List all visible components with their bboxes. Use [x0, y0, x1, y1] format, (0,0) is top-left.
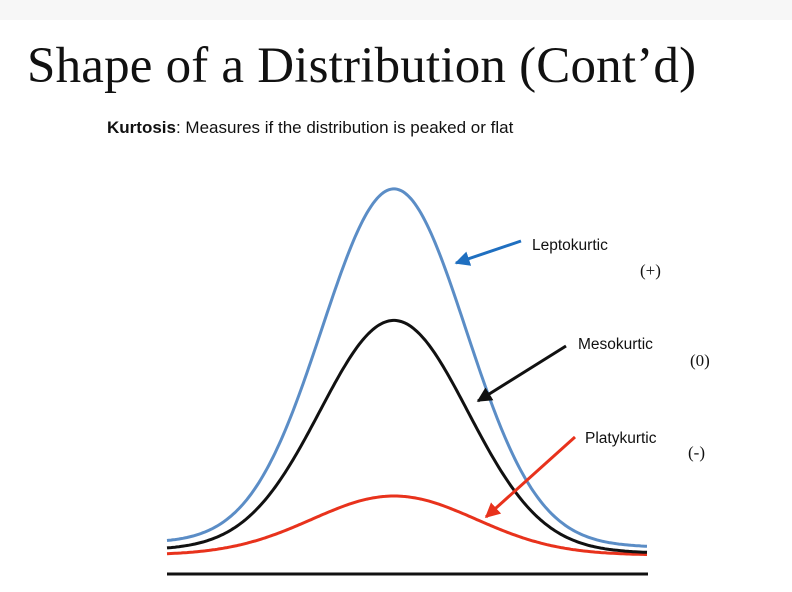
mesokurtic-label: Mesokurtic — [578, 336, 653, 353]
leptokurtic-sign: (+) — [640, 261, 661, 280]
mesokurtic-sign: (0) — [690, 351, 710, 370]
platykurtic-sign: (-) — [688, 443, 705, 462]
leptokurtic-arrow — [456, 241, 521, 263]
platykurtic-label: Platykurtic — [585, 430, 657, 447]
leptokurtic-label: Leptokurtic — [532, 237, 608, 254]
mesokurtic-arrow — [478, 346, 566, 401]
platykurtic-arrow — [486, 437, 575, 517]
mesokurtic-curve — [167, 320, 647, 552]
